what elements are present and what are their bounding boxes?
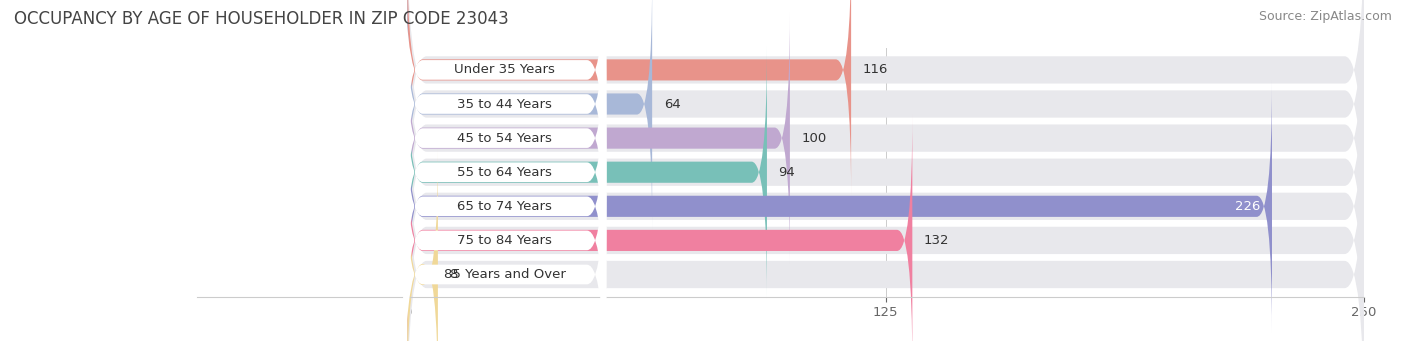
- FancyBboxPatch shape: [408, 0, 1364, 261]
- FancyBboxPatch shape: [408, 0, 1364, 295]
- Text: OCCUPANCY BY AGE OF HOUSEHOLDER IN ZIP CODE 23043: OCCUPANCY BY AGE OF HOUSEHOLDER IN ZIP C…: [14, 10, 509, 28]
- Text: 100: 100: [801, 132, 827, 145]
- FancyBboxPatch shape: [404, 80, 606, 341]
- FancyBboxPatch shape: [408, 84, 1364, 341]
- Text: 75 to 84 Years: 75 to 84 Years: [457, 234, 553, 247]
- FancyBboxPatch shape: [408, 118, 1364, 341]
- Text: 85 Years and Over: 85 Years and Over: [444, 268, 565, 281]
- FancyBboxPatch shape: [408, 149, 437, 341]
- Text: 45 to 54 Years: 45 to 54 Years: [457, 132, 553, 145]
- Text: 8: 8: [450, 268, 458, 281]
- FancyBboxPatch shape: [404, 0, 606, 299]
- Text: Source: ZipAtlas.com: Source: ZipAtlas.com: [1258, 10, 1392, 23]
- FancyBboxPatch shape: [404, 0, 606, 265]
- FancyBboxPatch shape: [408, 0, 652, 230]
- Text: 226: 226: [1234, 200, 1261, 213]
- FancyBboxPatch shape: [404, 114, 606, 341]
- FancyBboxPatch shape: [404, 0, 606, 231]
- Text: 55 to 64 Years: 55 to 64 Years: [457, 166, 553, 179]
- FancyBboxPatch shape: [408, 15, 1364, 329]
- Text: Under 35 Years: Under 35 Years: [454, 63, 555, 76]
- FancyBboxPatch shape: [408, 46, 766, 298]
- Text: 65 to 74 Years: 65 to 74 Years: [457, 200, 553, 213]
- FancyBboxPatch shape: [408, 80, 1272, 332]
- Text: 116: 116: [863, 63, 889, 76]
- FancyBboxPatch shape: [408, 49, 1364, 341]
- FancyBboxPatch shape: [404, 12, 606, 333]
- FancyBboxPatch shape: [408, 0, 1364, 227]
- FancyBboxPatch shape: [408, 12, 790, 264]
- Text: 94: 94: [779, 166, 796, 179]
- Text: 132: 132: [924, 234, 949, 247]
- FancyBboxPatch shape: [408, 0, 851, 196]
- FancyBboxPatch shape: [408, 115, 912, 341]
- FancyBboxPatch shape: [404, 46, 606, 341]
- Text: 35 to 44 Years: 35 to 44 Years: [457, 98, 553, 110]
- Text: 64: 64: [664, 98, 681, 110]
